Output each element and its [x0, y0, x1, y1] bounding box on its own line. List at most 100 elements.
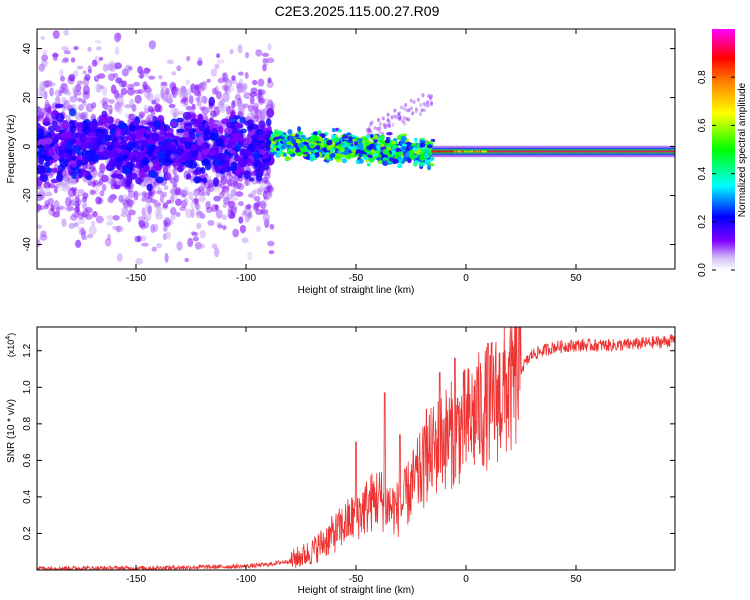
heatmap-cell: [101, 97, 109, 104]
heatmap-cell: [320, 139, 325, 143]
heatmap-cell: [222, 203, 228, 209]
heatmap-cell: [196, 60, 203, 67]
x-tick-label: -50: [349, 574, 364, 585]
heatmap-cell: [121, 194, 128, 200]
heatmap-cell: [366, 139, 371, 144]
heatmap-cell: [128, 65, 133, 71]
heatmap-cell: [400, 135, 407, 142]
heatmap-cell: [153, 97, 160, 103]
heatmap-cell: [220, 175, 228, 185]
heatmap-cell: [128, 151, 138, 157]
heatmap-cell: [196, 222, 202, 229]
heatmap-cell: [141, 242, 149, 247]
heatmap-cell: [58, 205, 64, 210]
heatmap-cell: [120, 87, 128, 96]
heatmap-cell: [423, 153, 431, 159]
heatmap-cell: [173, 107, 180, 118]
heatmap-cell: [80, 227, 85, 235]
heatmap-cell: [333, 137, 340, 143]
heatmap-cell: [254, 107, 259, 114]
heatmap-cell: [153, 120, 161, 129]
heatmap-cell: [230, 206, 237, 215]
heatmap-cell: [82, 134, 88, 141]
heatmap-cell: [215, 209, 223, 219]
heatmap-cell: [257, 97, 266, 104]
heatmap-cell: [133, 190, 139, 201]
heatmap-cell: [377, 160, 383, 164]
heatmap-cell: [203, 128, 210, 137]
heatmap-cell: [167, 127, 174, 135]
heatmap-cell: [230, 188, 237, 197]
heatmap-cell: [64, 102, 71, 110]
heatmap-cell: [381, 116, 385, 121]
heatmap-cell: [208, 117, 215, 126]
heatmap-cell: [269, 223, 275, 230]
heatmap-cell: [108, 196, 114, 203]
heatmap-cell: [185, 79, 191, 86]
heatmap-cell: [177, 158, 186, 164]
heatmap-cell: [216, 53, 221, 59]
heatmap-cell: [309, 153, 316, 159]
heatmap-cell: [261, 52, 270, 58]
heatmap-cell: [395, 151, 401, 156]
heatmap-cell: [68, 108, 77, 117]
heatmap-cell: [234, 94, 241, 101]
heatmap-cell: [40, 174, 46, 181]
heatmap-cell: [386, 112, 390, 117]
heatmap-cell: [267, 240, 275, 247]
heatmap-cell: [198, 113, 204, 124]
heatmap-cell: [68, 74, 76, 82]
heatmap-cell: [236, 88, 241, 96]
y-tick-label: 0: [22, 143, 33, 149]
heatmap-cell: [185, 208, 193, 219]
heatmap-cell: [263, 97, 270, 105]
heatmap-cell: [238, 216, 244, 224]
heatmap-cell: [188, 160, 198, 169]
heatmap-cell: [228, 212, 236, 219]
heatmap-cell: [65, 141, 72, 150]
heatmap-cell: [106, 214, 114, 221]
heatmap-cell: [143, 84, 151, 90]
heatmap-cell: [239, 148, 246, 156]
heatmap-cell: [95, 46, 102, 51]
heatmap-cell: [148, 40, 157, 50]
heatmap-cell: [227, 200, 236, 208]
heatmap-cell: [329, 153, 336, 159]
heatmap-cell: [202, 96, 208, 105]
heatmap-cell: [117, 93, 124, 99]
heatmap-cell: [207, 178, 212, 188]
heatmap-cell: [149, 171, 159, 179]
heatmap-cell: [235, 182, 243, 190]
heatmap-cell: [418, 161, 425, 167]
heatmap-cell: [267, 193, 273, 199]
heatmap-cell: [237, 44, 243, 54]
heatmap-cell: [231, 100, 236, 109]
heatmap-cell: [87, 46, 92, 52]
heatmap-cell: [250, 171, 257, 176]
heatmap-cell: [339, 154, 346, 158]
heatmap-cell: [72, 189, 77, 196]
heatmap-cell: [196, 100, 202, 107]
heatmap-cell: [406, 108, 410, 113]
heatmap-cell: [206, 186, 211, 197]
heatmap-cell: [191, 103, 196, 111]
heatmap-cell: [52, 30, 60, 39]
heatmap-cell: [50, 204, 55, 213]
heatmap-cell: [44, 155, 52, 162]
heatmap-cell: [147, 147, 154, 158]
heatmap-cell: [124, 149, 130, 156]
heatmap-cell: [48, 183, 56, 189]
heatmap-cell: [176, 65, 182, 72]
heatmap-cell: [242, 103, 249, 109]
heatmap-cell: [151, 246, 157, 252]
heatmap-cell: [37, 203, 41, 214]
heatmap-cell: [110, 127, 116, 135]
heatmap-cell: [55, 183, 61, 189]
heatmap-cell: [340, 148, 345, 153]
heatmap-cell: [125, 64, 131, 72]
heatmap-cell: [73, 46, 79, 51]
heatmap-cell: [229, 48, 234, 55]
y-tick-label: 40: [22, 43, 33, 55]
heatmap-cell: [153, 223, 159, 233]
heatmap-cell: [214, 85, 219, 96]
